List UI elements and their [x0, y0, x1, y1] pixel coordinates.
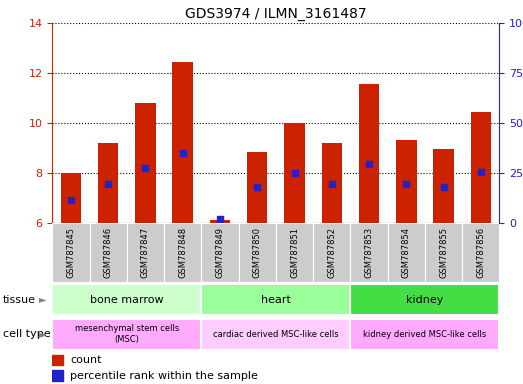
Text: GSM787856: GSM787856	[476, 227, 485, 278]
Text: percentile rank within the sample: percentile rank within the sample	[70, 371, 258, 381]
Bar	[201, 284, 350, 315]
Text: ►: ►	[39, 295, 47, 305]
Text: GSM787845: GSM787845	[66, 227, 75, 278]
Text: cell type: cell type	[3, 329, 50, 339]
Point	[327, 181, 336, 187]
Point	[141, 165, 150, 171]
Bar	[396, 140, 416, 223]
Bar	[359, 84, 379, 223]
Text: GSM787849: GSM787849	[215, 227, 224, 278]
Title: GDS3974 / ILMN_3161487: GDS3974 / ILMN_3161487	[185, 7, 367, 21]
Bar	[52, 284, 201, 315]
Text: GSM787853: GSM787853	[365, 227, 373, 278]
Bar	[388, 223, 425, 282]
Text: count: count	[70, 355, 101, 365]
Text: mesenchymal stem cells
(MSC): mesenchymal stem cells (MSC)	[75, 324, 179, 344]
Text: bone marrow: bone marrow	[90, 295, 164, 305]
Text: GSM787847: GSM787847	[141, 227, 150, 278]
Point	[216, 216, 224, 222]
Point	[402, 181, 411, 187]
Point	[365, 161, 373, 167]
Bar	[173, 62, 193, 223]
Bar	[201, 319, 350, 349]
Text: GSM787855: GSM787855	[439, 227, 448, 278]
Bar	[285, 123, 305, 223]
Point	[290, 170, 299, 176]
Point	[67, 197, 75, 204]
Text: GSM787854: GSM787854	[402, 227, 411, 278]
Bar	[210, 220, 230, 223]
Text: GSM787852: GSM787852	[327, 227, 336, 278]
Bar	[350, 223, 388, 282]
Text: ►: ►	[39, 329, 47, 339]
Bar	[89, 223, 127, 282]
Bar	[247, 152, 267, 223]
Bar	[52, 223, 89, 282]
Text: GSM787850: GSM787850	[253, 227, 262, 278]
Text: GSM787848: GSM787848	[178, 227, 187, 278]
Bar	[434, 149, 454, 223]
Bar	[52, 355, 63, 365]
Text: kidney derived MSC-like cells: kidney derived MSC-like cells	[363, 329, 486, 339]
Text: cardiac derived MSC-like cells: cardiac derived MSC-like cells	[213, 329, 339, 339]
Bar	[135, 103, 156, 223]
Bar	[350, 284, 499, 315]
Bar	[238, 223, 276, 282]
Bar	[322, 143, 342, 223]
Text: tissue: tissue	[3, 295, 36, 305]
Text: heart: heart	[261, 295, 291, 305]
Text: kidney: kidney	[406, 295, 444, 305]
Point	[104, 181, 112, 187]
Point	[439, 184, 448, 190]
Bar	[462, 223, 499, 282]
Bar	[164, 223, 201, 282]
Bar	[61, 173, 81, 223]
Bar	[127, 223, 164, 282]
Bar	[350, 319, 499, 349]
Point	[253, 184, 262, 190]
Bar	[52, 319, 201, 349]
Bar	[98, 143, 118, 223]
Point	[178, 150, 187, 156]
Bar	[276, 223, 313, 282]
Text: GSM787846: GSM787846	[104, 227, 112, 278]
Bar	[313, 223, 350, 282]
Bar	[52, 370, 63, 381]
Point	[476, 169, 485, 175]
Bar	[425, 223, 462, 282]
Text: GSM787851: GSM787851	[290, 227, 299, 278]
Bar	[201, 223, 238, 282]
Bar	[471, 112, 491, 223]
